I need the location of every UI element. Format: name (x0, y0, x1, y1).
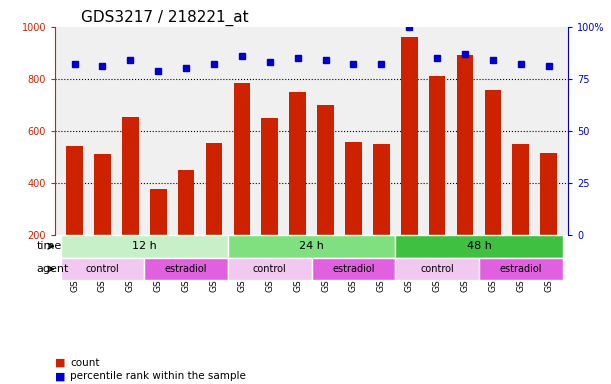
Text: estradiol: estradiol (165, 264, 207, 274)
Text: percentile rank within the sample: percentile rank within the sample (70, 371, 246, 381)
FancyBboxPatch shape (60, 258, 144, 280)
FancyBboxPatch shape (60, 235, 228, 258)
Bar (122, 117, 139, 287)
FancyBboxPatch shape (228, 258, 312, 280)
Bar (178, 170, 194, 287)
Text: control: control (253, 264, 287, 274)
Text: agent: agent (37, 264, 69, 274)
Text: control: control (420, 264, 454, 274)
Bar (485, 90, 501, 287)
Text: ■: ■ (55, 371, 65, 381)
FancyBboxPatch shape (312, 258, 395, 280)
Bar (373, 144, 390, 287)
Bar (401, 37, 417, 287)
Text: ■: ■ (55, 358, 65, 368)
Text: time: time (37, 241, 62, 251)
Text: control: control (86, 264, 119, 274)
Bar (540, 153, 557, 287)
Text: count: count (70, 358, 100, 368)
Bar (233, 83, 251, 287)
Bar (513, 144, 529, 287)
Text: 24 h: 24 h (299, 241, 324, 251)
Text: GDS3217 / 218221_at: GDS3217 / 218221_at (81, 9, 248, 25)
Bar (456, 55, 474, 287)
Bar (345, 142, 362, 287)
FancyBboxPatch shape (228, 235, 395, 258)
Text: 12 h: 12 h (132, 241, 156, 251)
FancyBboxPatch shape (395, 235, 563, 258)
Bar (150, 189, 167, 287)
Bar (289, 92, 306, 287)
Bar (206, 142, 222, 287)
Bar (262, 118, 278, 287)
FancyBboxPatch shape (395, 258, 479, 280)
FancyBboxPatch shape (144, 258, 228, 280)
Bar (429, 76, 445, 287)
Bar (94, 154, 111, 287)
FancyBboxPatch shape (479, 258, 563, 280)
Text: 48 h: 48 h (467, 241, 491, 251)
Text: estradiol: estradiol (500, 264, 542, 274)
Bar (66, 146, 83, 287)
Bar (317, 105, 334, 287)
Text: estradiol: estradiol (332, 264, 375, 274)
